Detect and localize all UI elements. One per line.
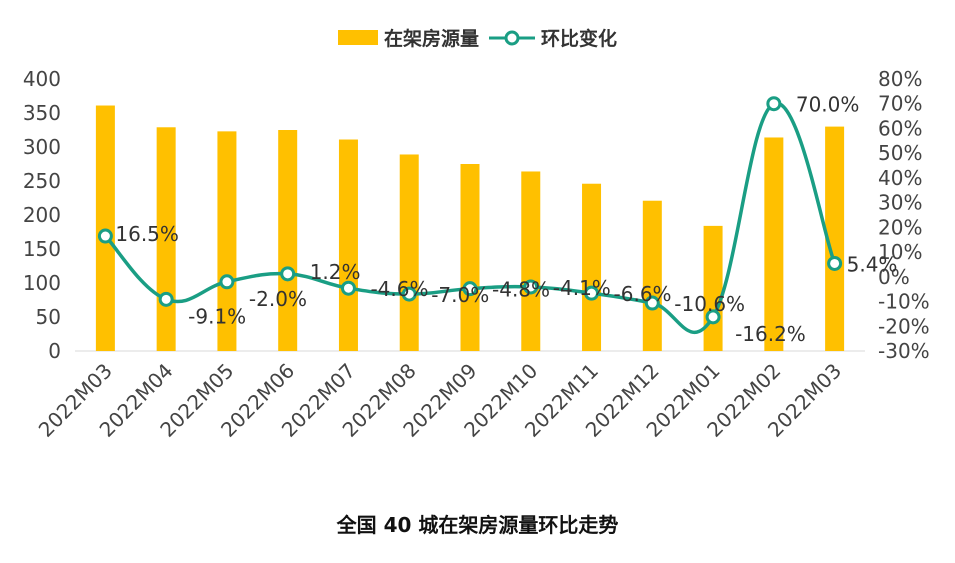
y-right-tick-label: -30% [878, 339, 930, 363]
line-data-label: -2.0% [249, 287, 307, 311]
y-right-tick-label: 70% [878, 92, 922, 116]
y-right-tick-label: 0% [878, 265, 910, 289]
line-point [158, 291, 174, 307]
bar [521, 171, 541, 351]
line-point [644, 295, 660, 311]
line-point [219, 274, 235, 290]
legend: 在架房源量 环比变化 [0, 24, 955, 51]
line-data-label: 5.4% [847, 252, 898, 276]
line-data-label: -4.8% [492, 278, 550, 302]
legend-swatch-line [489, 30, 535, 45]
legend-item-line: 环比变化 [489, 24, 617, 51]
line-data-label: -9.1% [188, 304, 246, 328]
line-point [523, 279, 539, 295]
bar [764, 137, 784, 351]
bar [582, 183, 602, 351]
line-point [827, 255, 843, 271]
y-right-tick-label: -20% [878, 314, 930, 338]
legend-label-line: 环比变化 [541, 28, 618, 50]
line-point [280, 266, 296, 282]
line-data-label: 1.2% [310, 260, 361, 284]
y-right-tick-label: 10% [878, 240, 922, 264]
y-right-tick-label: 20% [878, 215, 922, 239]
line-point [705, 309, 721, 325]
line-point [584, 285, 600, 301]
legend-label-bars: 在架房源量 [383, 28, 479, 50]
line-data-label: -16.2% [735, 322, 806, 346]
y-left-tick-label: 100 [23, 271, 61, 295]
y-left-tick-label: 150 [23, 237, 61, 261]
y-right-tick-label: 40% [878, 166, 922, 190]
chart-caption: 全国 40 城在架房源量环比走势 [336, 513, 619, 537]
line-point [97, 228, 113, 244]
bar [399, 154, 419, 351]
y-left-tick-label: 300 [23, 135, 61, 159]
line-data-label: -4.1% [553, 276, 611, 300]
line-point [766, 96, 782, 112]
y-right-tick-label: 60% [878, 116, 922, 140]
legend-item-bars: 在架房源量 [337, 24, 479, 51]
y-right-tick-label: 80% [878, 67, 922, 91]
y-left-tick-label: 400 [23, 67, 61, 91]
line-point [340, 280, 356, 296]
bar [95, 105, 115, 352]
line-data-label: 16.5% [115, 222, 179, 246]
plot-area: 0 50 100 150 200 250 300 350 400 -30%-20%-10%0%10… [23, 67, 930, 442]
bar [703, 225, 723, 351]
y-left-tick-label: 350 [23, 101, 61, 125]
y-right-tick-label: 50% [878, 141, 922, 165]
y-left-tick-label: 50 [36, 305, 61, 329]
line-point [401, 286, 417, 302]
y-right-tick-label: 30% [878, 191, 922, 215]
bar [278, 130, 298, 351]
y-left-tick-label: 200 [23, 203, 61, 227]
y-right-tick-label: -10% [878, 290, 930, 314]
bar [460, 164, 480, 351]
bar [338, 139, 358, 351]
bar [825, 126, 845, 351]
line-data-label: 70.0% [796, 93, 860, 117]
bar [642, 200, 662, 351]
line-data-label: -7.0% [431, 283, 489, 307]
line-data-label: -4.6% [370, 277, 428, 301]
y-left-tick-label: 250 [23, 169, 61, 193]
line-data-label: -10.6% [674, 292, 745, 316]
line-data-label: -6.6% [614, 282, 672, 306]
bar [217, 131, 237, 351]
y-left-tick-label: 0 [48, 339, 61, 363]
legend-swatch-bars [337, 30, 378, 45]
line-point [462, 281, 478, 297]
